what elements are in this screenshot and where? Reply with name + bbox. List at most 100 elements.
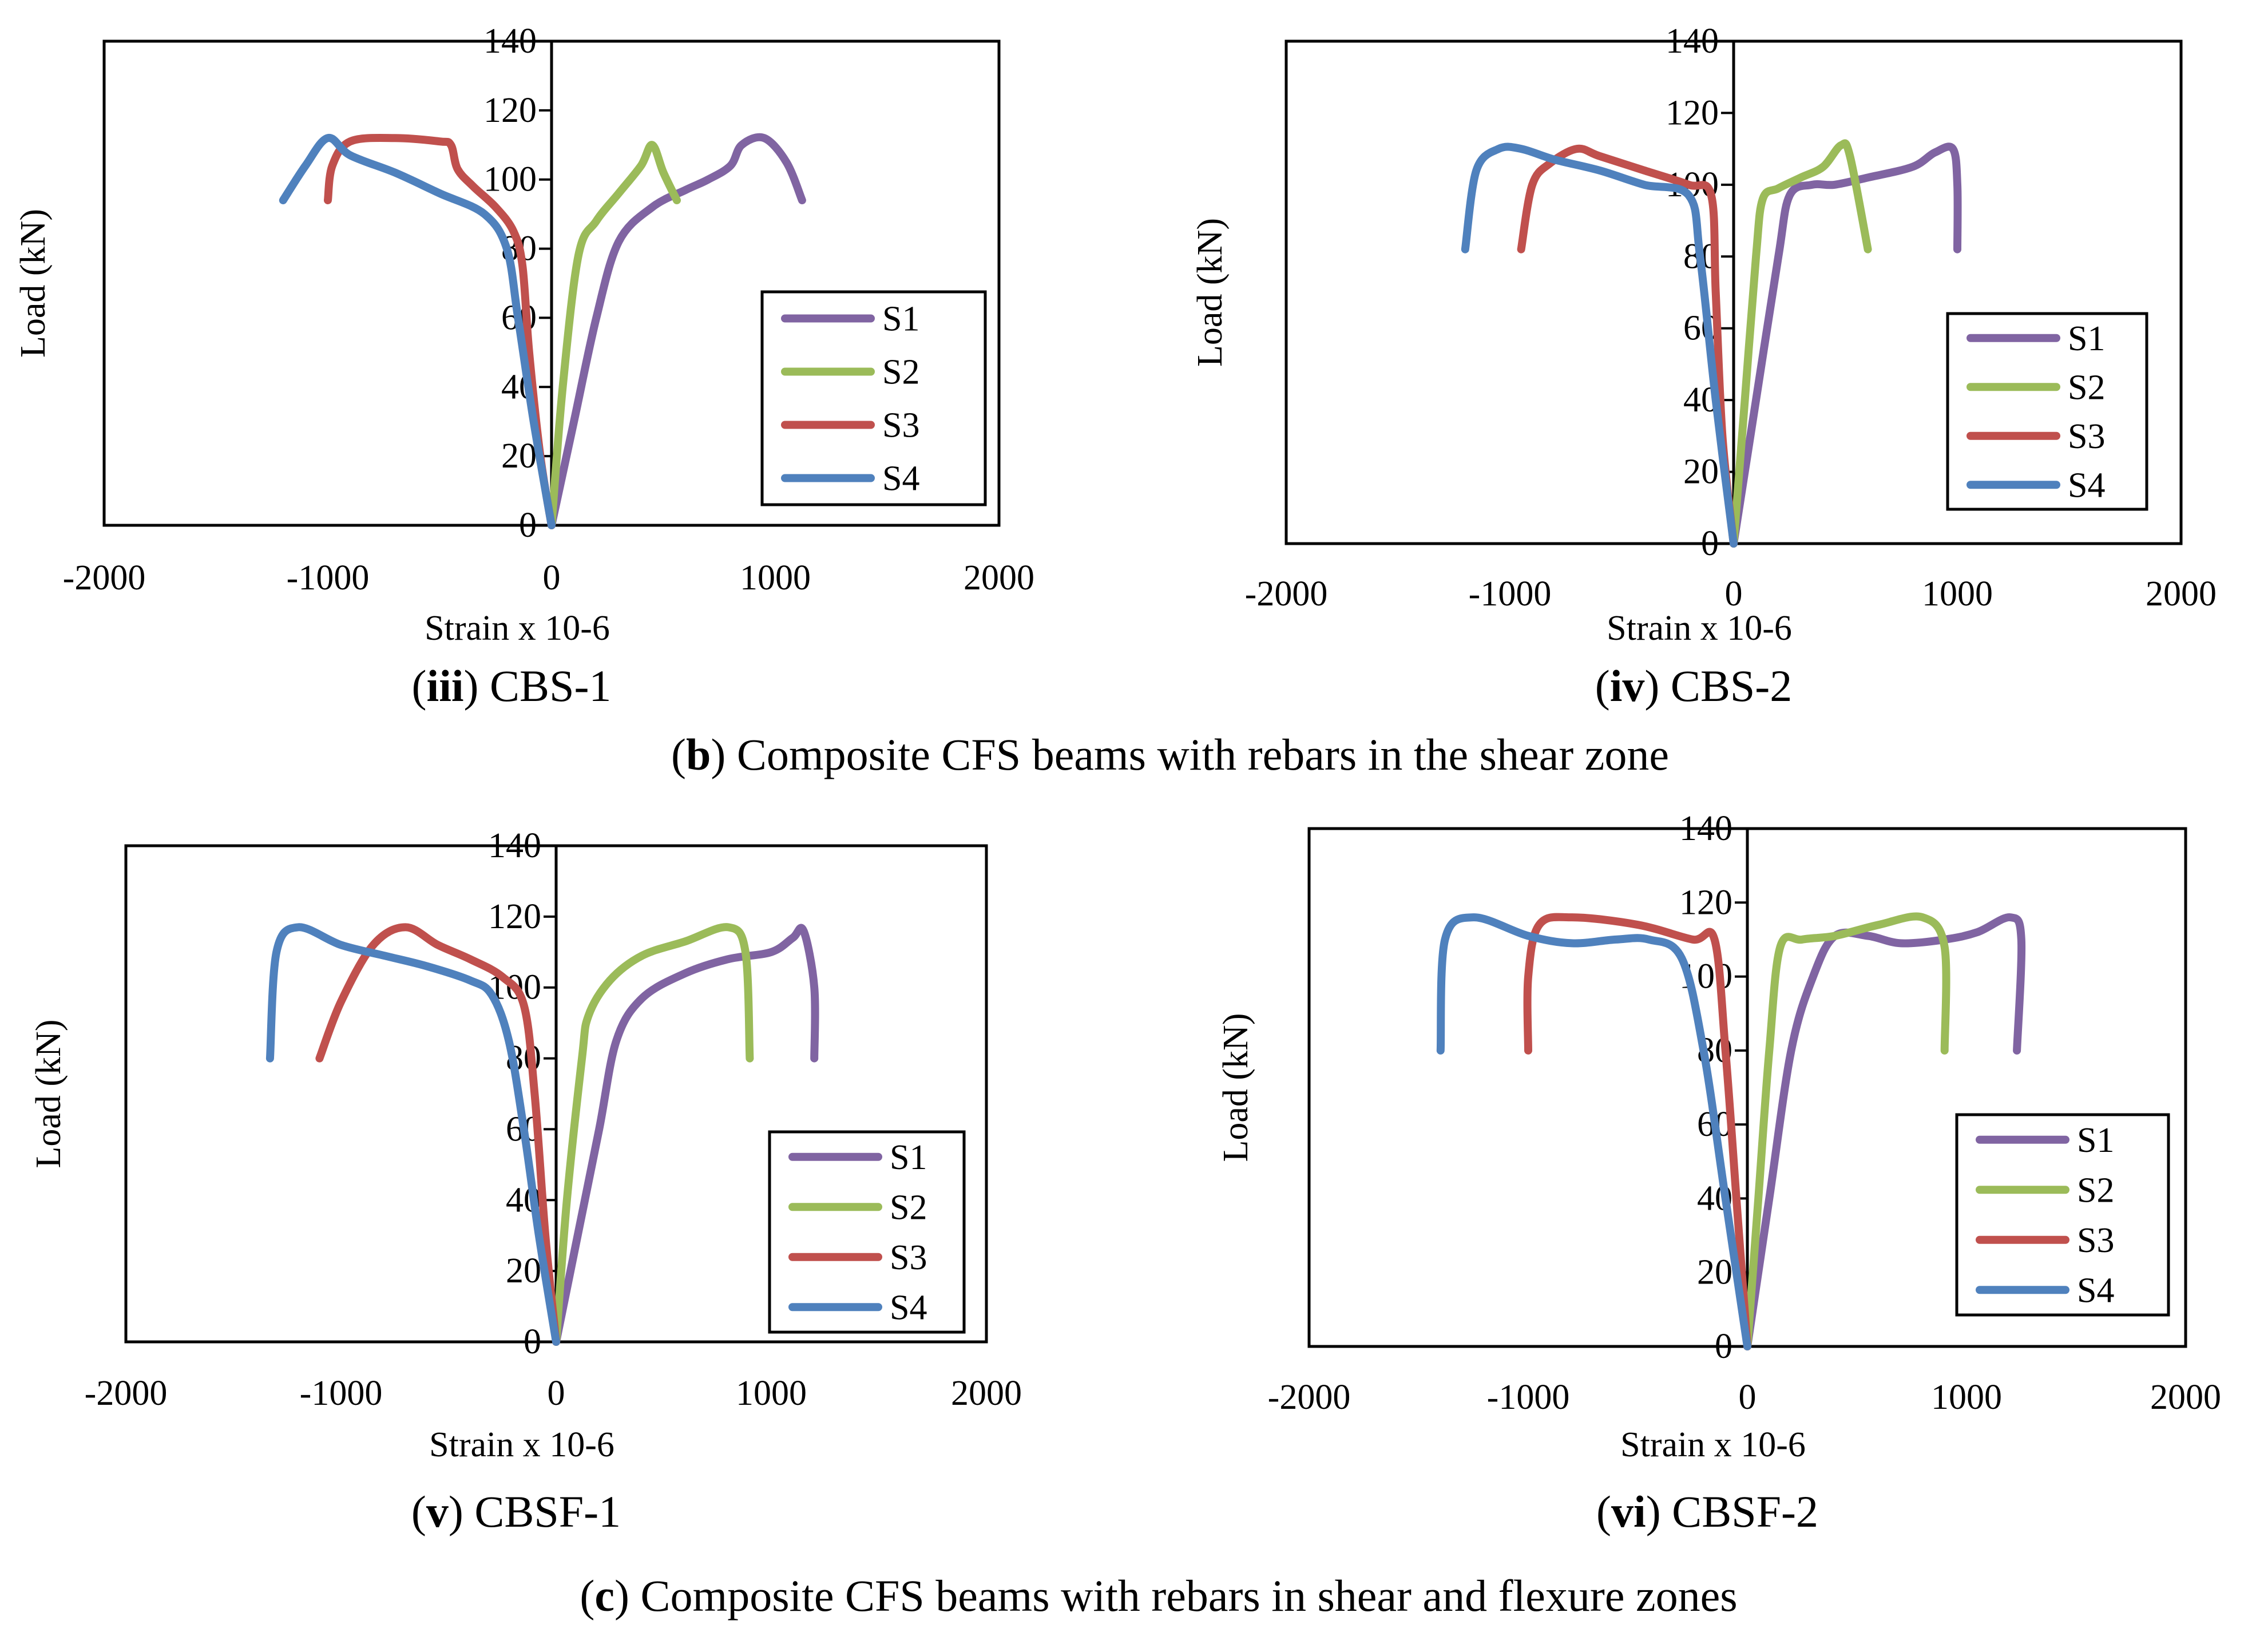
panel-caption-roman: iii xyxy=(427,661,464,711)
series-line-s2 xyxy=(1743,912,1950,1350)
x-tick-label: -1000 xyxy=(1487,1378,1570,1417)
y-axis-label: Load (kN) xyxy=(14,209,53,358)
group-caption-c-letter: c xyxy=(594,1571,614,1621)
panel-caption-close: ) xyxy=(1644,661,1670,711)
x-tick-label: 0 xyxy=(548,1374,565,1413)
series-line-s1 xyxy=(552,924,819,1346)
x-tick-label: 1000 xyxy=(1922,575,1993,613)
y-tick-label: 0 xyxy=(1701,524,1719,563)
x-axis-label: Strain x 10-6 xyxy=(1607,609,1792,648)
panel-caption-close: ) xyxy=(449,1487,474,1536)
series-line-s2 xyxy=(1730,139,1872,548)
legend-box xyxy=(768,1130,966,1334)
x-tick-label: -2000 xyxy=(1268,1378,1351,1417)
legend-box xyxy=(1946,312,2148,511)
series-line-s3 xyxy=(1517,144,1738,548)
group-caption-b: (b) Composite CFS beams with rebars in t… xyxy=(671,730,1669,779)
x-tick-label: -2000 xyxy=(85,1374,168,1413)
y-tick-label: 140 xyxy=(1679,809,1732,848)
y-axis-label: Load (kN) xyxy=(1216,1013,1255,1162)
panel-caption: (vi) CBSF-2 xyxy=(1596,1487,1818,1536)
legend-label-s3: S3 xyxy=(2077,1221,2114,1260)
x-tick-label: 2000 xyxy=(2146,575,2217,613)
panel-caption-name: CBS-2 xyxy=(1671,661,1792,711)
legend-box xyxy=(760,290,987,506)
y-tick-label: 120 xyxy=(483,91,537,130)
x-tick-label: -1000 xyxy=(287,558,370,597)
panel-caption-open: ( xyxy=(1596,1487,1611,1536)
y-axis-label: Load (kN) xyxy=(29,1020,68,1168)
x-tick-label: 2000 xyxy=(2150,1378,2221,1417)
panel-caption-roman: v xyxy=(426,1487,449,1536)
series-line-s2 xyxy=(548,141,681,529)
y-tick-label: 20 xyxy=(1683,453,1719,492)
x-tick-label: 1000 xyxy=(1931,1378,2002,1417)
x-axis-label: Strain x 10-6 xyxy=(429,1425,614,1464)
legend-label-s3: S3 xyxy=(2068,417,2105,456)
y-tick-label: 120 xyxy=(488,897,541,936)
panel-caption-close: ) xyxy=(464,661,490,711)
y-tick-label: 120 xyxy=(1679,883,1732,922)
legend-label-s1: S1 xyxy=(2077,1121,2114,1160)
y-tick-label: 0 xyxy=(1715,1327,1732,1366)
panel-caption-open: ( xyxy=(1595,661,1610,711)
legend-label-s4: S4 xyxy=(2077,1271,2114,1310)
series-line-s3 xyxy=(324,133,556,529)
legend-label-s1: S1 xyxy=(2068,319,2105,358)
series-line-s1 xyxy=(1743,913,2026,1350)
x-tick-label: 1000 xyxy=(736,1374,807,1413)
series-line-s4 xyxy=(1436,913,1751,1350)
panel-caption-open: ( xyxy=(412,661,427,711)
x-tick-label: -1000 xyxy=(1469,575,1552,613)
group-caption-b-text: Composite CFS beams with rebars in the s… xyxy=(737,730,1669,779)
legend-label-s2: S2 xyxy=(2077,1171,2114,1210)
legend-label-s2: S2 xyxy=(2068,368,2105,407)
y-tick-label: 20 xyxy=(506,1251,541,1290)
x-tick-label: 2000 xyxy=(964,558,1034,597)
x-axis-label: Strain x 10-6 xyxy=(1620,1425,1806,1464)
series-line-s3 xyxy=(315,923,560,1346)
group-caption-b-letter: b xyxy=(686,730,711,779)
group-caption-c: (c) Composite CFS beams with rebars in s… xyxy=(580,1571,1737,1621)
panel-caption-name: CBS-1 xyxy=(490,661,611,711)
series-line-s4 xyxy=(279,134,556,529)
panel-caption-name: CBSF-1 xyxy=(474,1487,621,1536)
series-line-s1 xyxy=(1730,142,1962,548)
group-caption-c-text: Composite CFS beams with rebars in shear… xyxy=(641,1571,1738,1621)
legend-box xyxy=(1955,1113,2170,1317)
y-tick-label: 140 xyxy=(1666,22,1719,61)
y-tick-label: 0 xyxy=(519,506,537,545)
panel-caption-roman: iv xyxy=(1610,661,1645,711)
panel-caption: (iii) CBS-1 xyxy=(412,661,612,711)
y-axis-label: Load (kN) xyxy=(1191,218,1230,367)
legend-label-s2: S2 xyxy=(882,353,919,392)
y-tick-label: 20 xyxy=(501,437,537,476)
y-tick-label: 140 xyxy=(483,22,537,61)
series-line-s4 xyxy=(1461,142,1738,548)
series-line-s4 xyxy=(265,923,560,1346)
x-tick-label: 0 xyxy=(543,558,561,597)
x-tick-label: -1000 xyxy=(300,1374,383,1413)
legend-label-s2: S2 xyxy=(890,1188,927,1227)
x-tick-label: -2000 xyxy=(1245,575,1328,613)
legend-label-s4: S4 xyxy=(882,459,919,498)
legend-label-s3: S3 xyxy=(882,406,919,445)
x-axis-label: Strain x 10-6 xyxy=(425,609,610,648)
panel-caption-name: CBSF-2 xyxy=(1672,1487,1818,1536)
panel-caption: (iv) CBS-2 xyxy=(1595,661,1793,711)
legend-label-s4: S4 xyxy=(890,1288,927,1327)
x-tick-label: 2000 xyxy=(951,1374,1022,1413)
panel-caption-open: ( xyxy=(411,1487,426,1536)
x-tick-label: -2000 xyxy=(63,558,146,597)
legend-label-s3: S3 xyxy=(890,1238,927,1277)
y-tick-label: 20 xyxy=(1697,1253,1732,1292)
series-line-s2 xyxy=(552,923,754,1346)
y-tick-label: 140 xyxy=(488,826,541,865)
y-tick-label: 100 xyxy=(483,160,537,199)
panel-caption: (v) CBSF-1 xyxy=(411,1487,621,1536)
x-tick-label: 0 xyxy=(1725,575,1743,613)
x-tick-label: 0 xyxy=(1739,1378,1757,1417)
